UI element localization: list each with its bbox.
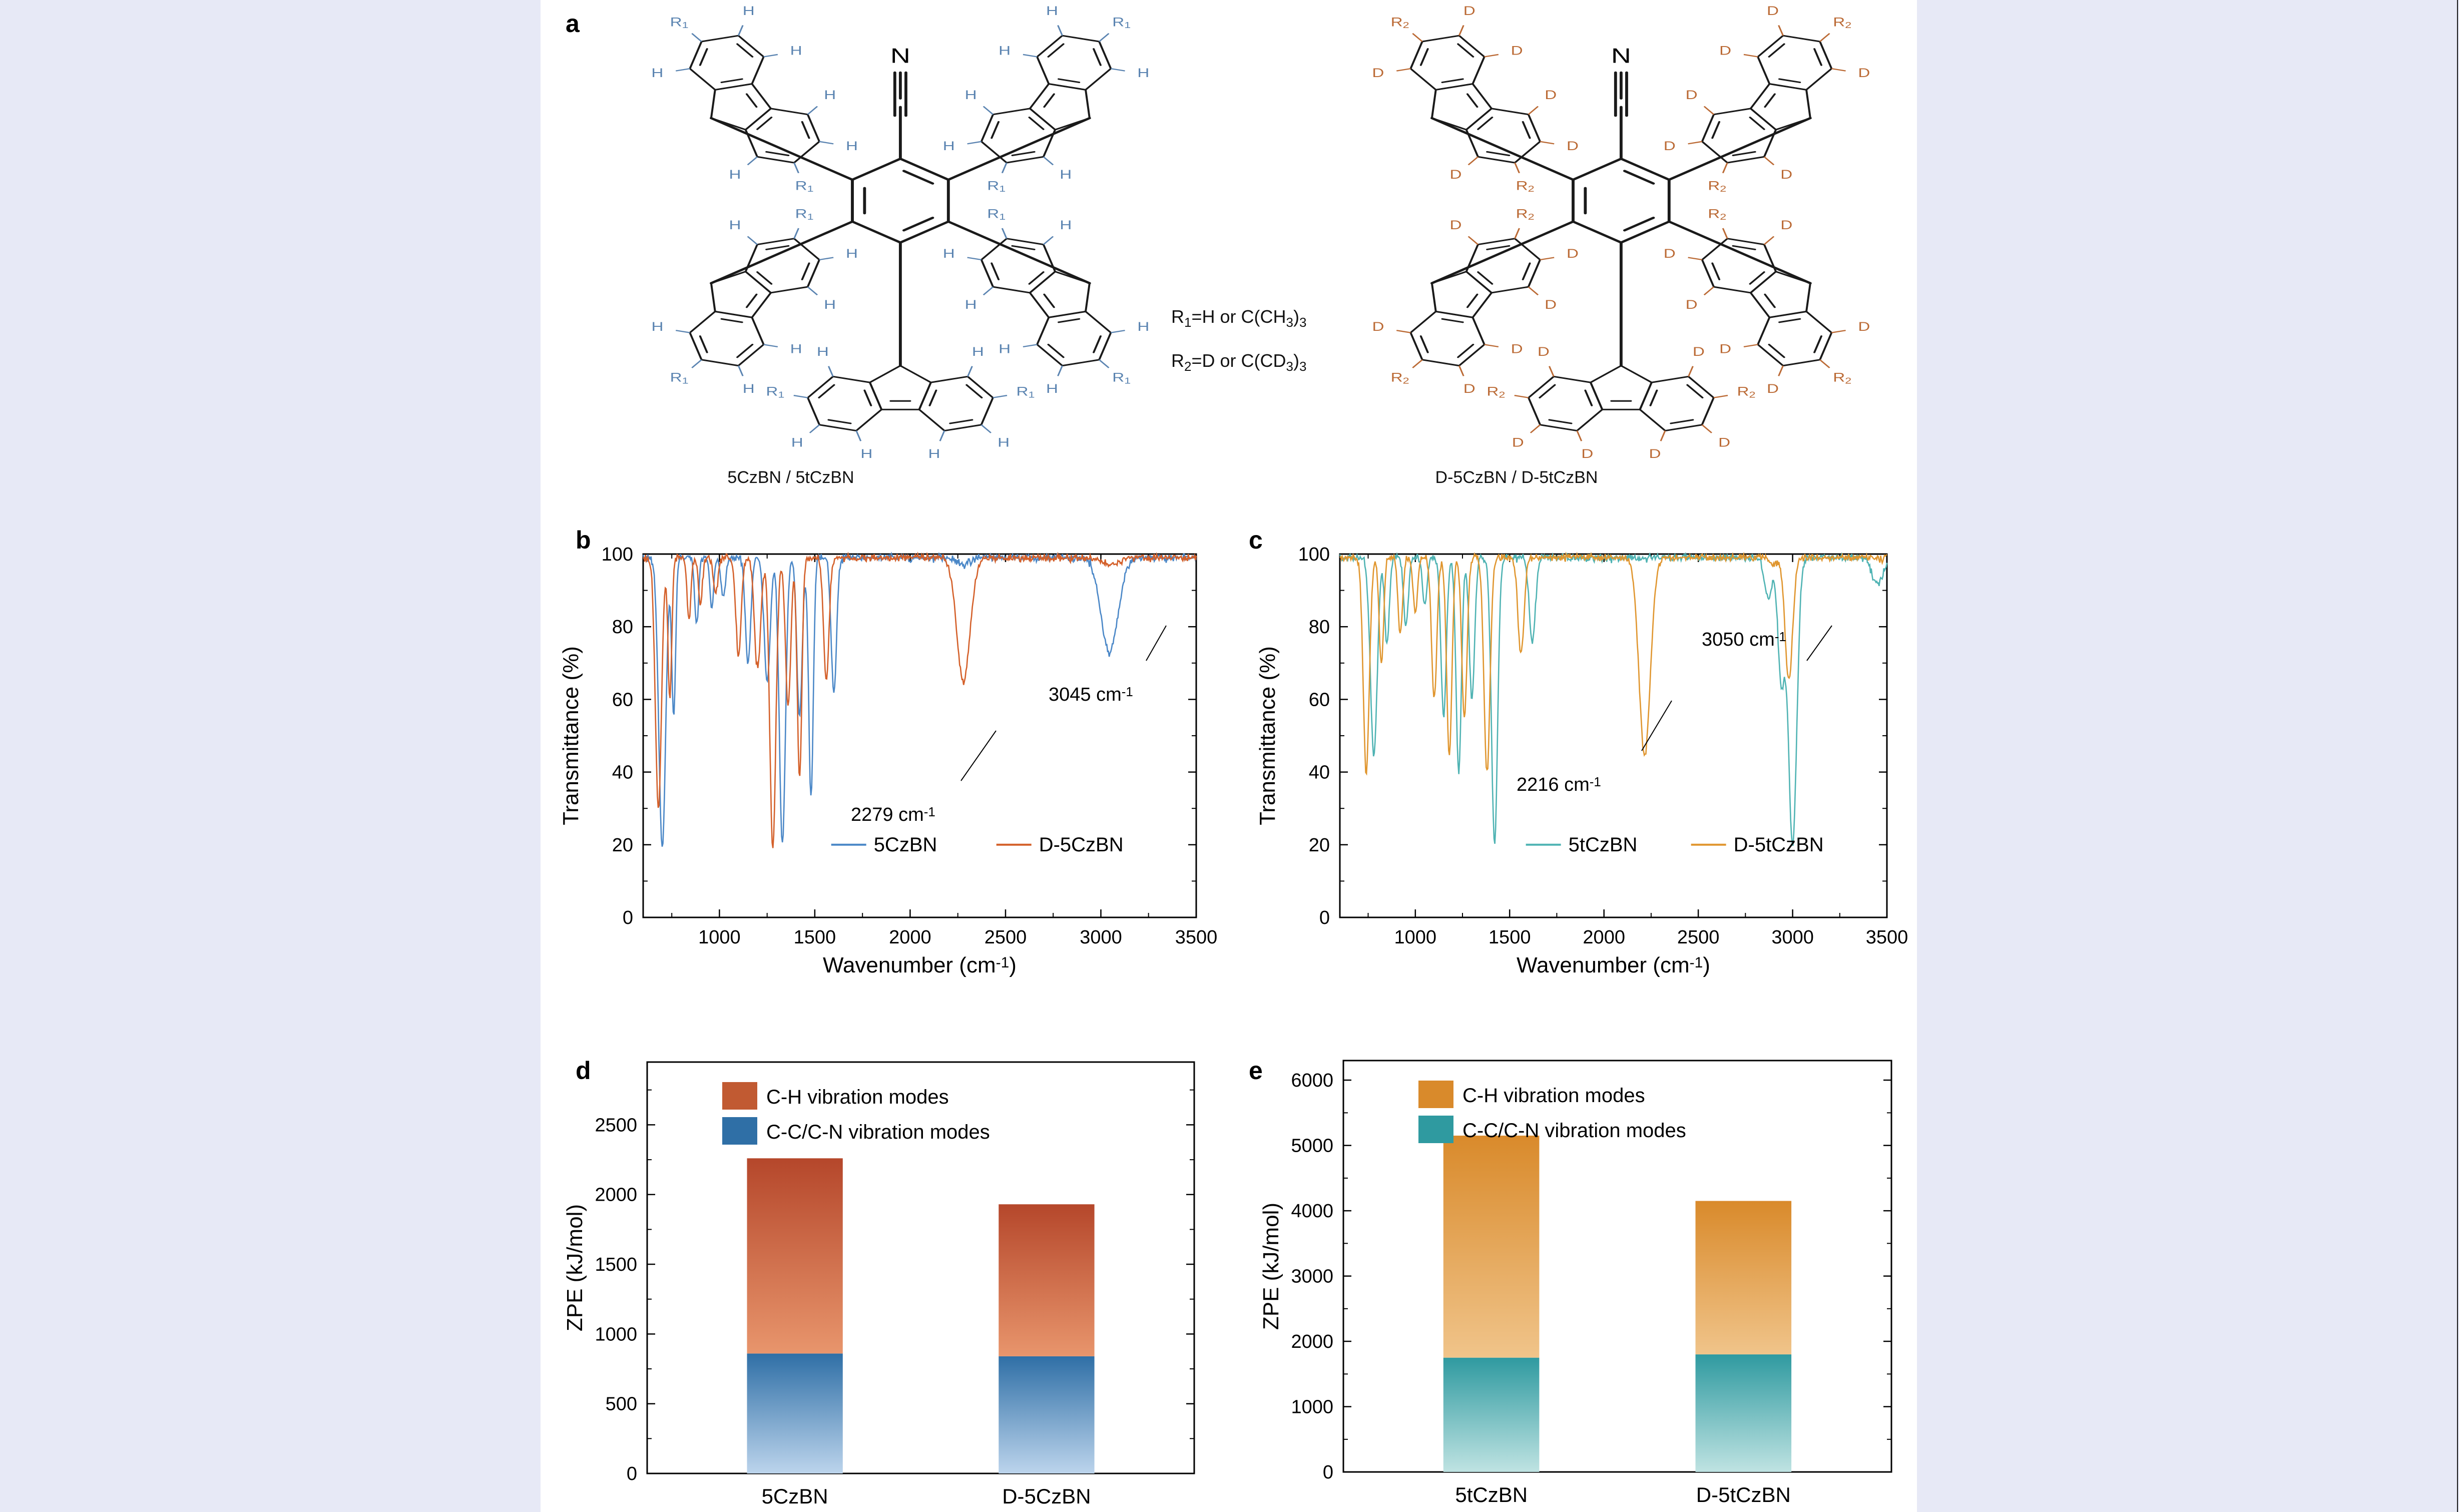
svg-text:40: 40 [1309,762,1330,783]
svg-text:5CzBN: 5CzBN [874,834,937,856]
svg-text:2500: 2500 [985,927,1027,948]
svg-text:ZPE (kJ/mol): ZPE (kJ/mol) [563,1204,587,1331]
svg-text:Transmittance (%): Transmittance (%) [559,646,583,825]
svg-text:3000: 3000 [1080,927,1122,948]
svg-text:3000: 3000 [1771,927,1814,948]
svg-text:1500: 1500 [595,1254,637,1275]
svg-text:2279 cm-1: 2279 cm-1 [851,804,935,825]
svg-text:3050 cm-1: 3050 cm-1 [1702,629,1786,650]
svg-text:1000: 1000 [1394,927,1437,948]
svg-text:80: 80 [1309,617,1330,638]
svg-text:2500: 2500 [595,1115,637,1136]
svg-text:2500: 2500 [1677,927,1720,948]
svg-text:2000: 2000 [595,1185,637,1206]
svg-text:C-H vibration modes: C-H vibration modes [1462,1085,1645,1107]
svg-text:D-5tCzBN: D-5tCzBN [1734,834,1824,856]
svg-text:2216 cm-1: 2216 cm-1 [1517,774,1601,795]
svg-text:2000: 2000 [1583,927,1625,948]
svg-text:100: 100 [1298,544,1330,565]
svg-text:D-5CzBN: D-5CzBN [1039,834,1124,856]
svg-text:60: 60 [612,689,633,710]
svg-text:5CzBN: 5CzBN [762,1484,828,1508]
svg-text:2000: 2000 [1291,1331,1333,1352]
svg-text:3000: 3000 [1291,1266,1333,1287]
svg-text:1000: 1000 [595,1324,637,1345]
svg-text:40: 40 [612,762,633,783]
svg-text:5tCzBN: 5tCzBN [1455,1483,1528,1506]
svg-text:3500: 3500 [1175,927,1218,948]
svg-text:20: 20 [1309,835,1330,856]
svg-text:ZPE (kJ/mol): ZPE (kJ/mol) [1259,1203,1283,1330]
svg-text:0: 0 [1319,907,1330,928]
svg-text:C-C/C-N vibration modes: C-C/C-N vibration modes [1462,1120,1686,1142]
svg-text:0: 0 [627,1463,637,1484]
svg-text:20: 20 [612,835,633,856]
svg-text:0: 0 [1323,1462,1333,1483]
svg-text:5000: 5000 [1291,1136,1333,1157]
svg-text:Wavenumber (cm-1): Wavenumber (cm-1) [1517,953,1710,977]
svg-text:C-C/C-N vibration modes: C-C/C-N vibration modes [766,1121,990,1143]
svg-text:5tCzBN: 5tCzBN [1569,834,1638,856]
svg-text:1000: 1000 [1291,1397,1333,1418]
svg-text:4000: 4000 [1291,1201,1333,1222]
svg-text:Transmittance (%): Transmittance (%) [1255,646,1280,825]
svg-text:2000: 2000 [889,927,931,948]
svg-text:3500: 3500 [1866,927,1908,948]
svg-text:Wavenumber (cm-1): Wavenumber (cm-1) [823,953,1017,977]
svg-text:1000: 1000 [698,927,741,948]
svg-text:100: 100 [602,544,633,565]
svg-text:500: 500 [606,1394,637,1415]
svg-text:D-5CzBN: D-5CzBN [1002,1484,1091,1508]
svg-text:80: 80 [612,617,633,638]
svg-text:1500: 1500 [1489,927,1531,948]
svg-text:60: 60 [1309,689,1330,710]
svg-text:6000: 6000 [1291,1070,1333,1091]
svg-text:0: 0 [623,907,633,928]
svg-text:C-H vibration modes: C-H vibration modes [766,1086,949,1108]
svg-text:3045 cm-1: 3045 cm-1 [1049,684,1133,705]
svg-text:D-5tCzBN: D-5tCzBN [1696,1483,1791,1506]
svg-text:1500: 1500 [794,927,836,948]
